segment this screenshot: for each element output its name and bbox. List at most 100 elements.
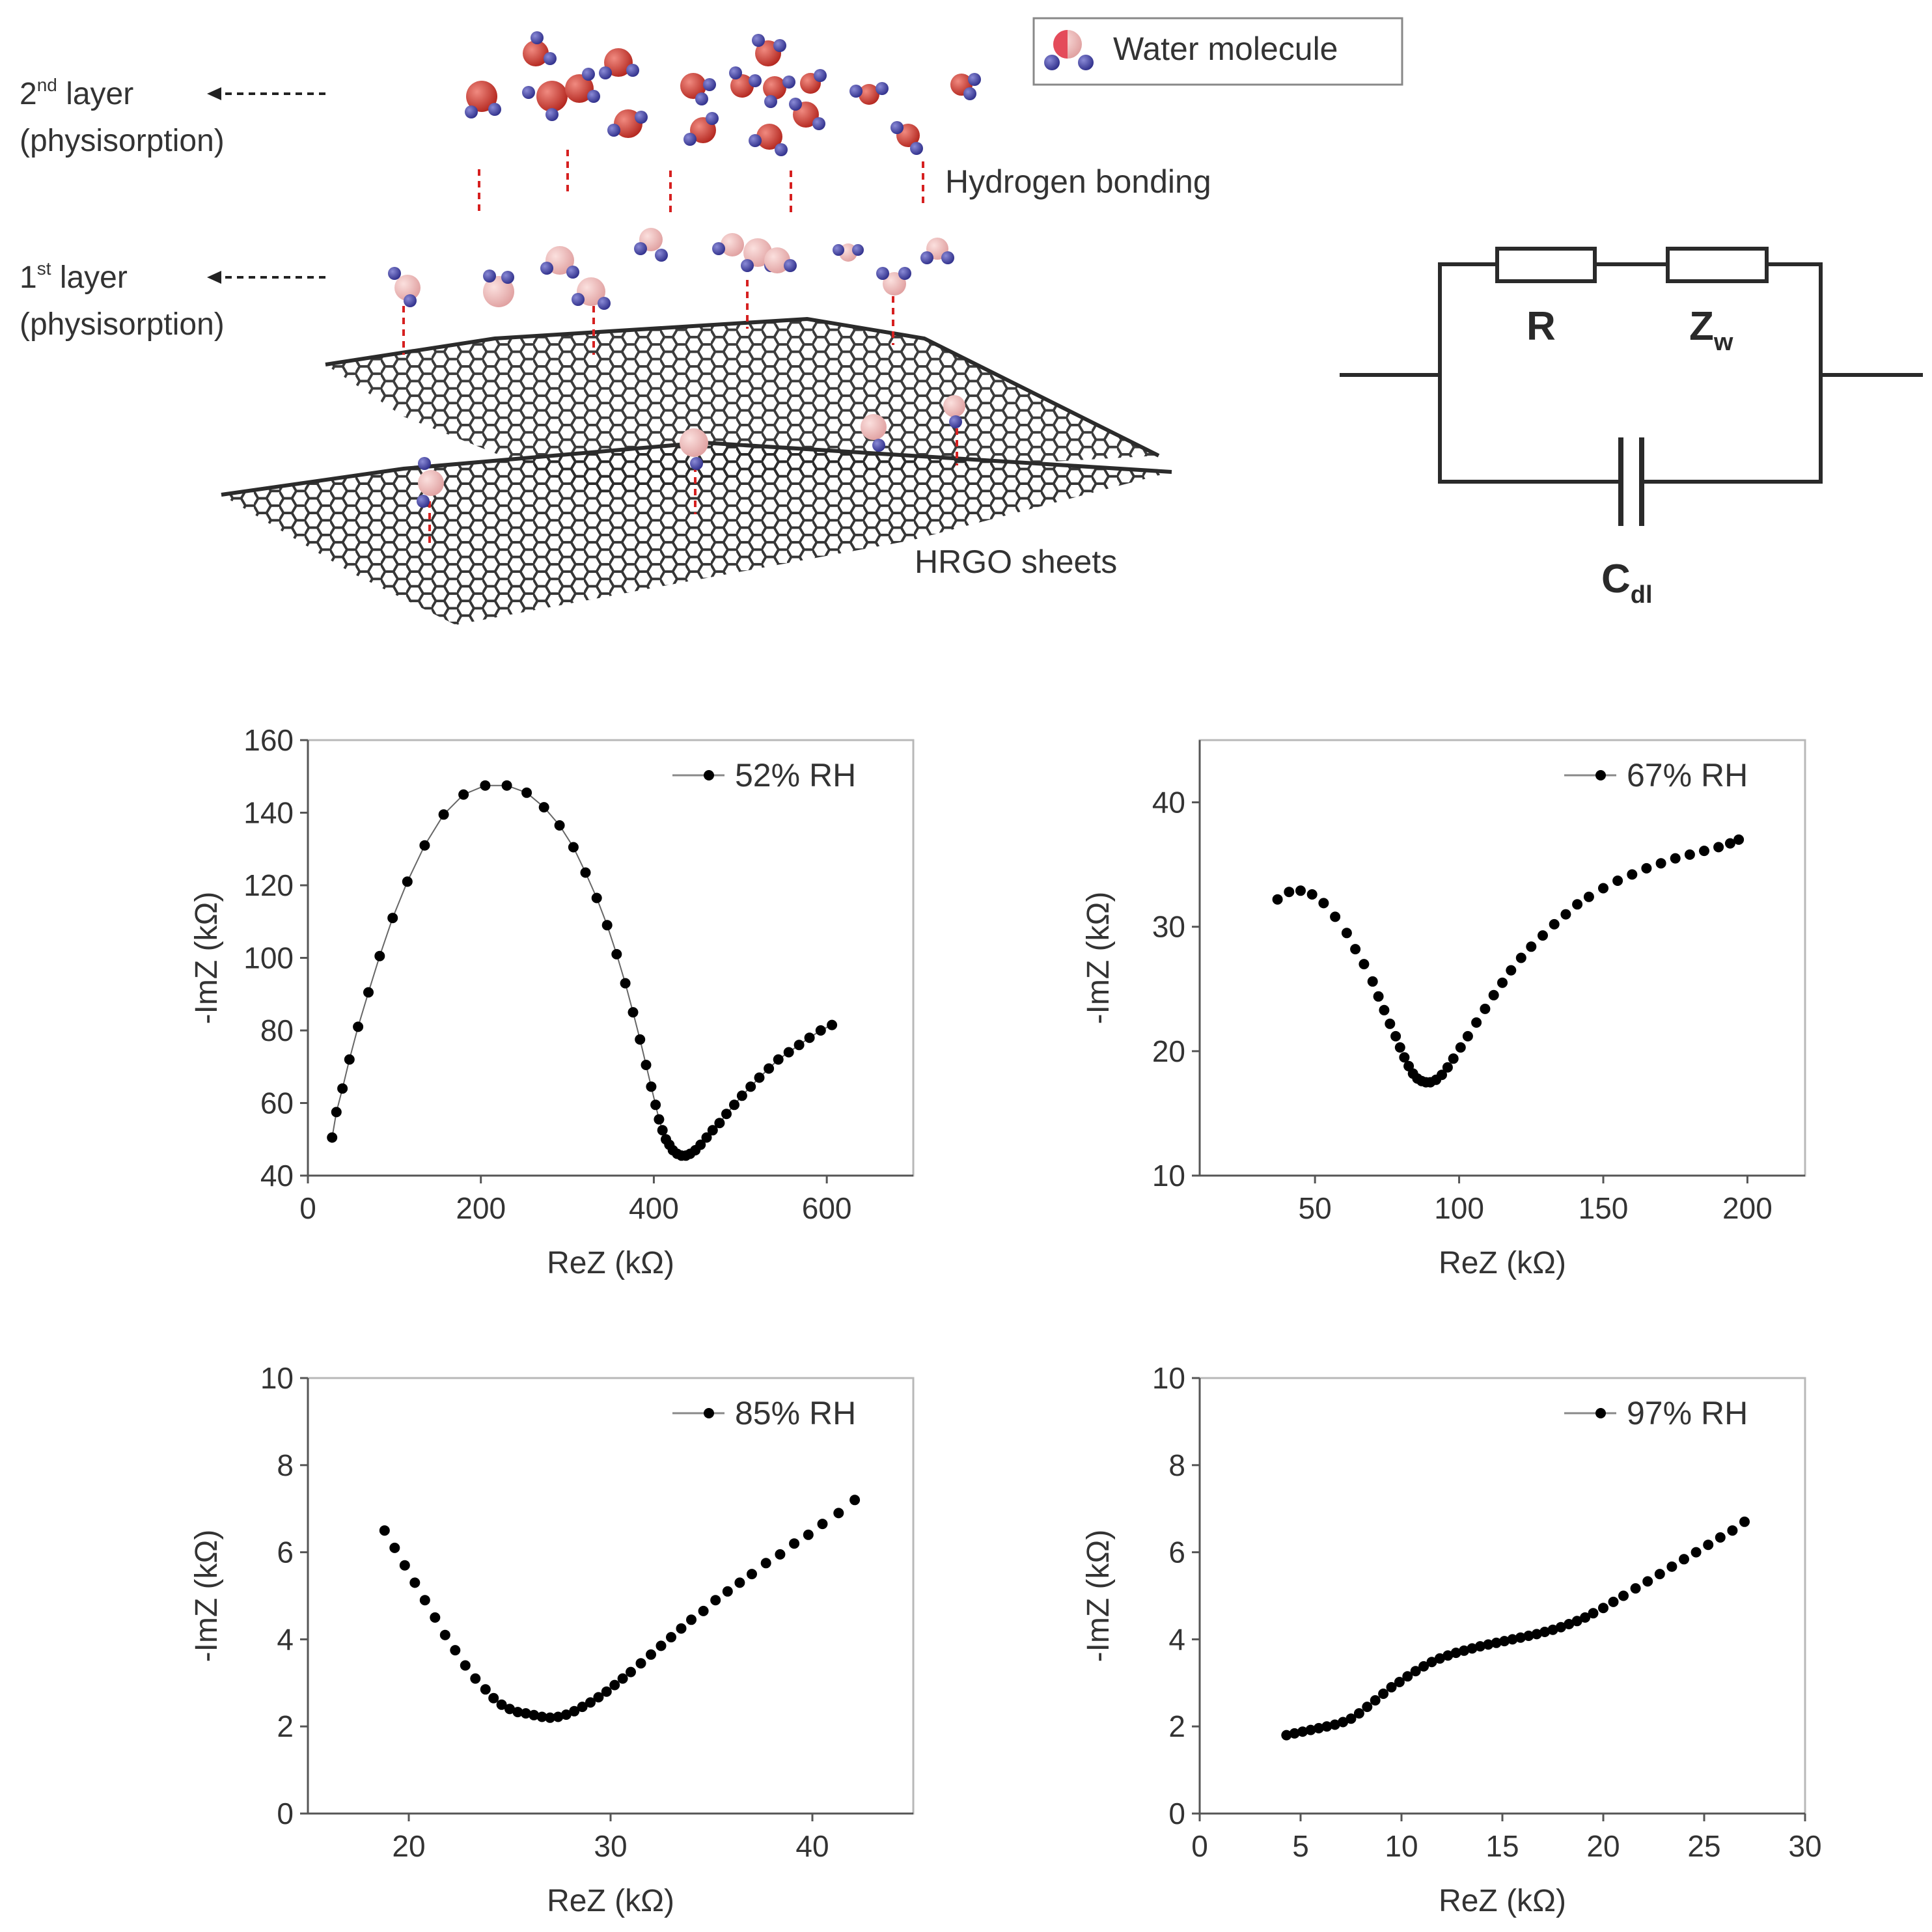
x-tick-label: 200 bbox=[456, 1191, 506, 1225]
y-tick-label: 8 bbox=[277, 1448, 294, 1482]
data-point bbox=[337, 1083, 348, 1094]
data-point bbox=[430, 1612, 441, 1623]
y-tick-label: 0 bbox=[277, 1797, 294, 1830]
data-point bbox=[695, 1139, 706, 1150]
data-point bbox=[374, 950, 385, 961]
layer2-sublabel: (physisorption) bbox=[20, 124, 225, 158]
water-legend-label: Water molecule bbox=[1113, 31, 1338, 67]
x-tick-label: 50 bbox=[1299, 1191, 1332, 1225]
data-point bbox=[529, 1709, 540, 1720]
data-point bbox=[1437, 1070, 1447, 1081]
data-point bbox=[1338, 1717, 1349, 1728]
data-point bbox=[646, 1081, 657, 1092]
data-point bbox=[736, 1090, 747, 1101]
data-point bbox=[650, 1099, 661, 1111]
x-tick-label: 100 bbox=[1434, 1191, 1484, 1225]
layer1-label: 1st layer bbox=[20, 258, 128, 295]
data-point bbox=[1346, 1713, 1357, 1724]
x-tick-label: 400 bbox=[629, 1191, 679, 1225]
data-point bbox=[439, 1629, 450, 1640]
data-point bbox=[1506, 965, 1517, 976]
data-point bbox=[1313, 1722, 1324, 1733]
data-point bbox=[626, 1666, 636, 1677]
data-point bbox=[1394, 1042, 1405, 1053]
data-point bbox=[331, 1107, 342, 1118]
data-point bbox=[1564, 1619, 1575, 1629]
data-point bbox=[628, 1007, 639, 1018]
data-point bbox=[353, 1021, 364, 1032]
data-point bbox=[1385, 1018, 1396, 1029]
data-point bbox=[1724, 838, 1735, 849]
data-point bbox=[536, 1711, 547, 1722]
data-point bbox=[438, 809, 449, 820]
x-tick-label: 0 bbox=[1191, 1829, 1208, 1863]
x-tick-label: 30 bbox=[1788, 1829, 1821, 1863]
data-point bbox=[488, 1692, 499, 1704]
data-point bbox=[803, 1529, 814, 1540]
data-point bbox=[1612, 876, 1623, 886]
x-axis-label: ReZ (kΩ) bbox=[1439, 1884, 1566, 1918]
data-point bbox=[686, 1614, 697, 1625]
data-point bbox=[568, 842, 579, 853]
x-tick-label: 5 bbox=[1292, 1829, 1309, 1863]
data-point bbox=[656, 1640, 667, 1651]
y-tick-label: 140 bbox=[243, 796, 294, 830]
data-point bbox=[1699, 846, 1709, 857]
data-point bbox=[666, 1632, 676, 1643]
data-point bbox=[1583, 891, 1594, 902]
data-point bbox=[1560, 909, 1571, 920]
data-point bbox=[1370, 1695, 1381, 1706]
data-point bbox=[591, 892, 602, 904]
r-label: R bbox=[1526, 304, 1556, 349]
data-point bbox=[815, 1025, 826, 1036]
legend-label: 97% RH bbox=[1627, 1395, 1748, 1431]
data-point bbox=[1598, 883, 1608, 894]
data-point bbox=[710, 1595, 721, 1606]
data-point bbox=[521, 787, 532, 798]
data-point bbox=[646, 1649, 656, 1660]
data-point bbox=[538, 802, 549, 813]
y-tick-label: 60 bbox=[260, 1086, 294, 1120]
data-point bbox=[620, 978, 631, 989]
data-point bbox=[1318, 898, 1329, 909]
data-point bbox=[1488, 989, 1499, 1000]
data-point bbox=[1399, 1052, 1410, 1063]
data-point bbox=[1378, 1689, 1389, 1699]
x-tick-label: 40 bbox=[795, 1829, 829, 1863]
data-point bbox=[849, 1495, 861, 1506]
data-point bbox=[1630, 1583, 1641, 1594]
resistor-r bbox=[1495, 247, 1597, 283]
y-axis-label: -ImZ (kΩ) bbox=[189, 892, 224, 1025]
data-point bbox=[387, 913, 398, 924]
layer1-sublabel: (physisorption) bbox=[20, 307, 225, 342]
sheets-label: HRGO sheets bbox=[915, 544, 1117, 580]
y-tick-label: 2 bbox=[1168, 1709, 1185, 1743]
x-tick-label: 10 bbox=[1385, 1829, 1418, 1863]
data-point bbox=[1571, 1616, 1582, 1627]
y-tick-label: 10 bbox=[260, 1361, 294, 1395]
data-point bbox=[747, 1569, 757, 1580]
data-point bbox=[657, 1125, 668, 1136]
data-point bbox=[1727, 1525, 1738, 1536]
y-tick-label: 10 bbox=[1152, 1159, 1185, 1193]
data-point bbox=[1330, 911, 1341, 922]
data-point bbox=[775, 1549, 786, 1560]
x-tick-label: 20 bbox=[392, 1829, 425, 1863]
data-point bbox=[611, 948, 622, 959]
data-point bbox=[635, 1034, 646, 1045]
data-point bbox=[1538, 930, 1548, 941]
data-point bbox=[1641, 862, 1652, 874]
legend-marker bbox=[704, 1408, 714, 1418]
chart-2: 10 20 30 40 50 100 150 200 ReZ (kΩ) -ImZ (kΩ) 67% … bbox=[1081, 739, 1806, 1280]
data-point bbox=[1459, 1645, 1470, 1656]
layer2-arrow bbox=[207, 87, 329, 100]
x-axis-label: ReZ (kΩ) bbox=[1439, 1246, 1566, 1280]
data-point bbox=[1390, 1030, 1401, 1042]
data-point bbox=[1426, 1657, 1437, 1668]
equivalent-circuit bbox=[1340, 247, 1923, 526]
data-point bbox=[1690, 1547, 1702, 1558]
data-point bbox=[1306, 889, 1318, 900]
data-point bbox=[1289, 1728, 1300, 1739]
